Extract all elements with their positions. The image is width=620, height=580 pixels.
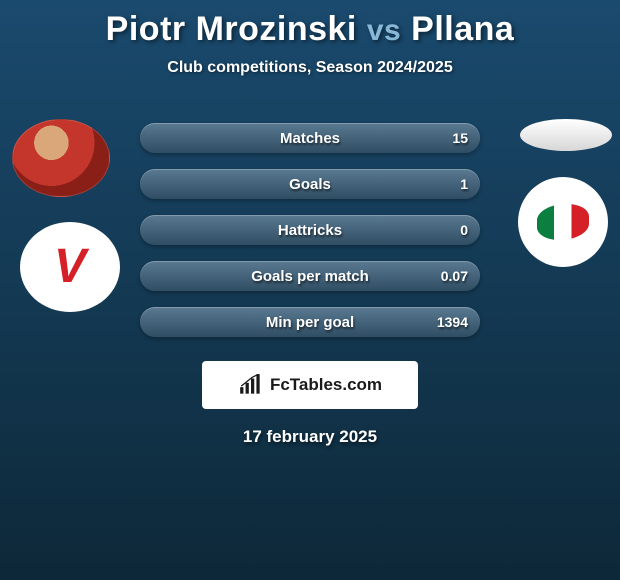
- stat-row-gpm: Goals per match 0.07: [140, 261, 480, 291]
- content-area: V Matches 15 Goals 1 Hattricks 0 Goals p…: [0, 107, 620, 347]
- player1-club-logo: V: [20, 222, 120, 312]
- vicenza-logo-icon: V: [54, 243, 86, 291]
- stat-matches-right: 15: [452, 130, 468, 146]
- player2-avatar: [520, 119, 612, 151]
- watermark-text: FcTables.com: [270, 375, 382, 395]
- stat-row-mpg: Min per goal 1394: [140, 307, 480, 337]
- stat-hattricks-label: Hattricks: [278, 222, 342, 239]
- player2-club-logo: [518, 177, 608, 267]
- stat-row-matches: Matches 15: [140, 123, 480, 153]
- watermark-badge: FcTables.com: [202, 361, 418, 409]
- page-title: Piotr Mrozinski vs Pllana: [0, 10, 620, 49]
- subtitle: Club competitions, Season 2024/2025: [0, 59, 620, 77]
- stat-gpm-label: Goals per match: [251, 268, 369, 285]
- stat-hattricks-right: 0: [460, 222, 468, 238]
- stat-matches-label: Matches: [280, 130, 340, 147]
- stat-mpg-right: 1394: [437, 314, 468, 330]
- header: Piotr Mrozinski vs Pllana Club competiti…: [0, 0, 620, 77]
- stat-goals-label: Goals: [289, 176, 331, 193]
- stats-panel: Matches 15 Goals 1 Hattricks 0 Goals per…: [140, 123, 480, 353]
- lechia-logo-icon: [537, 202, 589, 242]
- player1-avatar: [12, 119, 110, 197]
- title-player2: Pllana: [411, 10, 514, 48]
- title-vs: vs: [367, 14, 401, 47]
- date-label: 17 february 2025: [0, 427, 620, 447]
- stat-mpg-label: Min per goal: [266, 314, 354, 331]
- title-player1: Piotr Mrozinski: [106, 10, 357, 48]
- stat-row-goals: Goals 1: [140, 169, 480, 199]
- stat-gpm-right: 0.07: [441, 268, 468, 284]
- bar-chart-icon: [238, 374, 264, 396]
- stat-row-hattricks: Hattricks 0: [140, 215, 480, 245]
- stat-goals-right: 1: [460, 176, 468, 192]
